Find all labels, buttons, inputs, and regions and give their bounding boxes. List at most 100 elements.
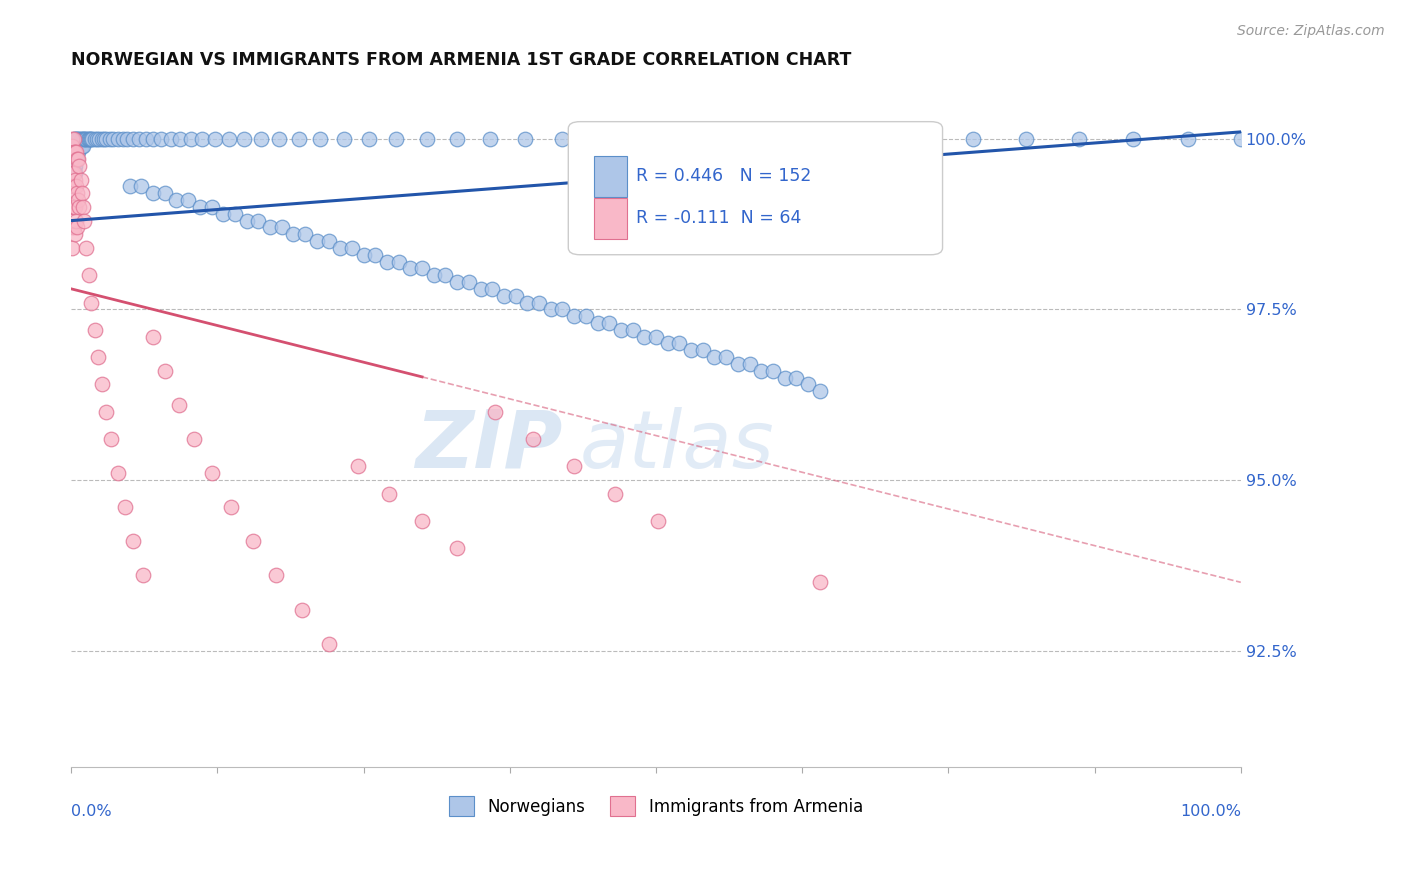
Point	[142, 132, 165, 146]
Point	[411, 261, 433, 276]
Point	[153, 186, 176, 201]
Point	[62, 145, 84, 160]
Point	[93, 132, 115, 146]
Point	[67, 200, 90, 214]
Point	[492, 288, 515, 302]
Point	[478, 132, 501, 146]
Point	[785, 370, 807, 384]
Point	[70, 138, 93, 153]
Point	[647, 514, 669, 528]
Point	[703, 350, 725, 364]
Point	[69, 172, 91, 186]
Point	[103, 132, 125, 146]
Text: NORWEGIAN VS IMMIGRANTS FROM ARMENIA 1ST GRADE CORRELATION CHART: NORWEGIAN VS IMMIGRANTS FROM ARMENIA 1ST…	[72, 51, 852, 69]
Point	[65, 179, 87, 194]
Point	[259, 220, 281, 235]
Point	[62, 179, 84, 194]
Point	[177, 193, 200, 207]
Point	[270, 220, 292, 235]
Point	[62, 145, 84, 160]
Point	[62, 179, 84, 194]
Text: ZIP: ZIP	[415, 407, 562, 485]
Point	[63, 145, 86, 160]
Point	[527, 295, 550, 310]
Point	[70, 132, 93, 146]
Point	[657, 336, 679, 351]
Point	[562, 309, 585, 323]
Point	[773, 370, 796, 384]
Point	[142, 329, 165, 343]
Point	[107, 132, 129, 146]
Text: atlas: atlas	[581, 407, 775, 485]
Point	[692, 343, 714, 358]
Text: Source: ZipAtlas.com: Source: ZipAtlas.com	[1237, 24, 1385, 38]
Point	[107, 466, 129, 480]
Point	[1069, 132, 1091, 146]
Point	[359, 132, 381, 146]
Point	[62, 159, 84, 173]
Point	[63, 172, 86, 186]
Point	[67, 132, 90, 146]
Point	[69, 132, 91, 146]
Point	[63, 227, 86, 242]
Point	[727, 357, 749, 371]
Point	[98, 132, 121, 146]
Point	[69, 138, 91, 153]
Point	[457, 275, 479, 289]
Point	[142, 186, 165, 201]
Point	[118, 179, 141, 194]
Point	[70, 186, 93, 201]
Point	[522, 432, 544, 446]
Point	[860, 132, 883, 146]
Point	[481, 282, 503, 296]
Point	[62, 220, 84, 235]
Point	[411, 514, 433, 528]
Point	[332, 132, 354, 146]
Point	[80, 295, 103, 310]
Point	[66, 145, 89, 160]
Point	[1122, 132, 1144, 146]
Point	[738, 357, 761, 371]
Point	[204, 132, 226, 146]
Point	[513, 132, 536, 146]
Point	[80, 132, 103, 146]
Text: R = -0.111  N = 64: R = -0.111 N = 64	[636, 209, 801, 227]
Point	[247, 213, 270, 227]
Point	[72, 200, 94, 214]
Point	[188, 200, 211, 214]
Point	[67, 138, 90, 153]
Point	[90, 132, 112, 146]
Point	[62, 132, 84, 146]
Point	[87, 350, 110, 364]
Point	[75, 132, 97, 146]
Point	[318, 637, 340, 651]
Point	[910, 132, 932, 146]
Point	[294, 227, 316, 242]
Point	[67, 159, 90, 173]
Point	[63, 132, 86, 146]
Point	[169, 132, 191, 146]
Point	[516, 295, 538, 310]
Point	[65, 145, 87, 160]
Point	[62, 138, 84, 153]
Point	[131, 568, 153, 582]
Point	[65, 138, 87, 153]
Point	[962, 132, 984, 146]
Point	[1014, 132, 1036, 146]
Point	[673, 132, 696, 146]
Point	[242, 534, 264, 549]
Point	[100, 432, 122, 446]
Point	[86, 132, 108, 146]
Point	[62, 132, 84, 146]
Point	[66, 138, 89, 153]
Point	[586, 316, 609, 330]
Point	[717, 132, 740, 146]
Point	[63, 145, 86, 160]
Point	[153, 364, 176, 378]
Point	[714, 350, 737, 364]
Point	[434, 268, 457, 283]
Point	[63, 138, 86, 153]
Point	[329, 241, 352, 255]
Point	[122, 534, 145, 549]
Point	[749, 364, 772, 378]
